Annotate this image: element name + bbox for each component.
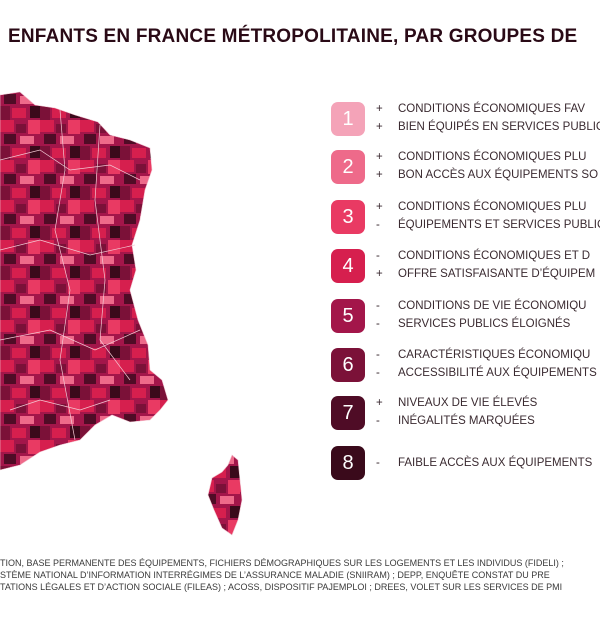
- legend-text: BON ACCÈS AUX ÉQUIPEMENTS SO: [398, 169, 599, 181]
- legend-item: 6- CARACTÉRISTIQUES ÉCONOMIQU - ACCESSIBILI…: [331, 346, 600, 386]
- legend-line: + CONDITIONS ÉCONOMIQUES FAV: [376, 103, 585, 115]
- legend-sign: +: [376, 121, 383, 133]
- legend-text: SERVICES PUBLICS ÉLOIGNÉS: [398, 318, 571, 330]
- legend-line: - ACCESSIBILITÉ AUX ÉQUIPEMENTS: [376, 367, 597, 379]
- legend-text: CONDITIONS DE VIE ÉCONOMIQU: [398, 300, 587, 312]
- legend-line: - CONDITIONS ÉCONOMIQUES ET D: [376, 250, 590, 262]
- legend-item: 4- CONDITIONS ÉCONOMIQUES ET D + OFFRE SATI…: [331, 247, 600, 287]
- legend-sign: -: [376, 457, 380, 469]
- legend-text: INÉGALITÉS MARQUÉES: [398, 415, 535, 427]
- legend-sign: -: [376, 250, 380, 262]
- title: ENFANTS EN FRANCE MÉTROPOLITAINE, PAR GR…: [8, 26, 578, 47]
- legend-number: 4: [331, 249, 365, 283]
- legend-line: + OFFRE SATISFAISANTE D’ÉQUIPEM: [376, 268, 595, 280]
- boundaries: [0, 109, 141, 441]
- legend-sign: -: [376, 415, 380, 427]
- legend-item: 7 + NIVEAUX DE VIE ÉLEVÉS - INÉGALITÉS MARQU…: [331, 394, 600, 434]
- legend-line: + CONDITIONS ÉCONOMIQUES PLU: [376, 201, 587, 213]
- corsica: [207, 454, 243, 536]
- legend-item: 3 + CONDITIONS ÉCONOMIQUES PLU - ÉQUIPEMENTS…: [331, 198, 600, 238]
- legend-text: ACCESSIBILITÉ AUX ÉQUIPEMENTS: [398, 367, 597, 379]
- legend-text: ÉQUIPEMENTS ET SERVICES PUBLIC: [398, 219, 600, 231]
- legend-line: - CONDITIONS DE VIE ÉCONOMIQU: [376, 300, 587, 312]
- source-line: STÈME NATIONAL D’INFORMATION INTERRÉGIME…: [0, 570, 550, 580]
- legend-text: OFFRE SATISFAISANTE D’ÉQUIPEM: [398, 268, 596, 280]
- legend-line: + NIVEAUX DE VIE ÉLEVÉS: [376, 397, 537, 409]
- legend-number: 7: [331, 396, 365, 430]
- legend-sign: -: [376, 349, 380, 361]
- legend-number: 6: [331, 348, 365, 382]
- legend-text: CARACTÉRISTIQUES ÉCONOMIQU: [398, 349, 591, 361]
- legend-sign: -: [376, 300, 380, 312]
- source-line: TION, BASE PERMANENTE DES ÉQUIPEMENTS, F…: [0, 558, 564, 568]
- source-line: TATIONS LÉGALES ET D’ACTION SOCIALE (FIL…: [0, 582, 563, 592]
- legend-text: CONDITIONS ÉCONOMIQUES ET D: [398, 250, 591, 262]
- legend-sign: +: [376, 151, 383, 163]
- legend-text: CONDITIONS ÉCONOMIQUES PLU: [398, 201, 587, 213]
- legend-sign: +: [376, 397, 383, 409]
- legend-number: 8: [331, 446, 365, 480]
- legend-sign: -: [376, 367, 380, 379]
- legend-line: + CONDITIONS ÉCONOMIQUES PLU: [376, 151, 587, 163]
- legend-number: 1: [331, 102, 365, 136]
- legend-item: 1 + CONDITIONS ÉCONOMIQUES FAV + BIEN ÉQUIPÉ…: [331, 100, 600, 140]
- legend-text: BIEN ÉQUIPÉS EN SERVICES PUBLIC: [398, 121, 600, 133]
- legend-number: 3: [331, 200, 365, 234]
- mainland: [0, 91, 169, 471]
- legend-sign: +: [376, 201, 383, 213]
- legend-sign: +: [376, 268, 383, 280]
- legend-line: - ÉQUIPEMENTS ET SERVICES PUBLIC: [376, 219, 600, 231]
- legend-line: - FAIBLE ACCÈS AUX ÉQUIPEMENTS: [376, 457, 592, 469]
- legend-item: 5- CONDITIONS DE VIE ÉCONOMIQU - SERVICES P…: [331, 297, 600, 337]
- legend-sign: -: [376, 219, 380, 231]
- legend-line: - SERVICES PUBLICS ÉLOIGNÉS: [376, 318, 570, 330]
- legend-item: 8- FAIBLE ACCÈS AUX ÉQUIPEMENTS: [331, 444, 600, 484]
- legend-line: + BON ACCÈS AUX ÉQUIPEMENTS SO: [376, 169, 598, 181]
- legend-sign: -: [376, 318, 380, 330]
- source: TION, BASE PERMANENTE DES ÉQUIPEMENTS, F…: [0, 557, 600, 593]
- legend-line: - CARACTÉRISTIQUES ÉCONOMIQU: [376, 349, 590, 361]
- legend-sign: +: [376, 169, 383, 181]
- legend-text: CONDITIONS ÉCONOMIQUES FAV: [398, 103, 585, 115]
- legend-text: FAIBLE ACCÈS AUX ÉQUIPEMENTS: [398, 457, 593, 469]
- legend-item: 2 + CONDITIONS ÉCONOMIQUES PLU + BON ACCÈS A…: [331, 148, 600, 188]
- legend-number: 2: [331, 150, 365, 184]
- legend-text: NIVEAUX DE VIE ÉLEVÉS: [398, 397, 538, 409]
- legend-text: CONDITIONS ÉCONOMIQUES PLU: [398, 151, 587, 163]
- legend-line: - INÉGALITÉS MARQUÉES: [376, 415, 535, 427]
- legend-line: + BIEN ÉQUIPÉS EN SERVICES PUBLIC: [376, 121, 600, 133]
- legend-number: 5: [331, 299, 365, 333]
- map: [0, 91, 243, 536]
- legend-sign: +: [376, 103, 383, 115]
